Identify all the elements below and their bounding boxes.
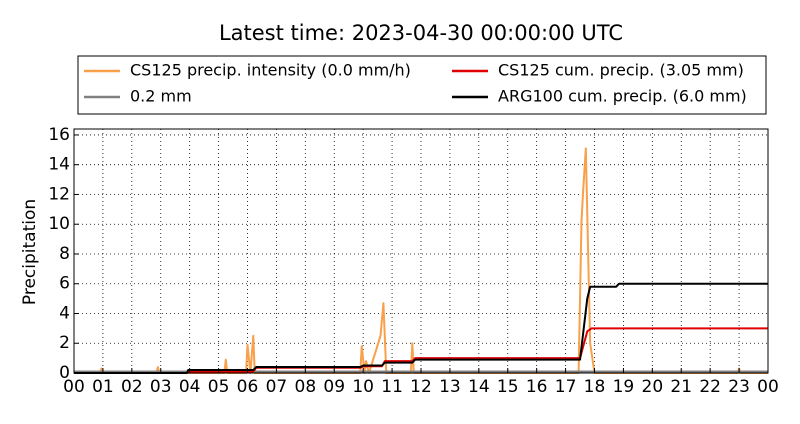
x-tick-label: 08 bbox=[295, 377, 317, 397]
y-tick-label: 6 bbox=[59, 274, 70, 294]
x-tick-label: 00 bbox=[757, 377, 779, 397]
x-tick-label: 17 bbox=[555, 377, 577, 397]
x-tick-label: 16 bbox=[526, 377, 548, 397]
x-tick-label: 04 bbox=[179, 377, 201, 397]
x-tick-label: 10 bbox=[352, 377, 374, 397]
x-tick-label: 14 bbox=[468, 377, 490, 397]
x-tick-label: 15 bbox=[497, 377, 519, 397]
x-tick-label: 13 bbox=[439, 377, 461, 397]
series-line bbox=[74, 147, 768, 374]
y-tick-label: 0 bbox=[59, 363, 70, 383]
chart-title: Latest time: 2023-04-30 00:00:00 UTC bbox=[219, 21, 623, 45]
x-tick-label: 21 bbox=[670, 377, 692, 397]
x-tick-label: 05 bbox=[208, 377, 230, 397]
x-tick-label: 01 bbox=[92, 377, 114, 397]
x-tick-label: 22 bbox=[699, 377, 721, 397]
y-axis-label: Precipitation bbox=[20, 199, 40, 305]
y-tick-label: 12 bbox=[48, 184, 70, 204]
series-line bbox=[74, 327, 768, 374]
x-tick-label: 20 bbox=[642, 377, 664, 397]
x-tick-label: 07 bbox=[266, 377, 288, 397]
x-tick-label: 06 bbox=[237, 377, 259, 397]
legend-label: CS125 precip. intensity (0.0 mm/h) bbox=[130, 61, 411, 80]
series-line bbox=[74, 282, 768, 374]
x-tick-label: 23 bbox=[728, 377, 750, 397]
legend-label: CS125 cum. precip. (3.05 mm) bbox=[498, 61, 744, 80]
x-tick-label: 09 bbox=[323, 377, 345, 397]
x-tick-label: 00 bbox=[63, 377, 85, 397]
x-tick-label: 19 bbox=[613, 377, 635, 397]
legend-label: 0.2 mm bbox=[130, 87, 192, 106]
y-tick-label: 10 bbox=[48, 214, 70, 234]
y-tick-label: 16 bbox=[48, 125, 70, 145]
x-tick-label: 03 bbox=[150, 377, 172, 397]
legend-label: ARG100 cum. precip. (6.0 mm) bbox=[498, 87, 747, 106]
legend-box bbox=[77, 55, 767, 115]
y-tick-label: 2 bbox=[59, 333, 70, 353]
y-tick-label: 4 bbox=[59, 303, 70, 323]
x-tick-label: 12 bbox=[410, 377, 432, 397]
x-tick-label: 02 bbox=[121, 377, 143, 397]
y-tick-label: 8 bbox=[59, 244, 70, 264]
x-tick-label: 11 bbox=[381, 377, 403, 397]
x-tick-label: 18 bbox=[584, 377, 606, 397]
y-tick-label: 14 bbox=[48, 155, 70, 175]
